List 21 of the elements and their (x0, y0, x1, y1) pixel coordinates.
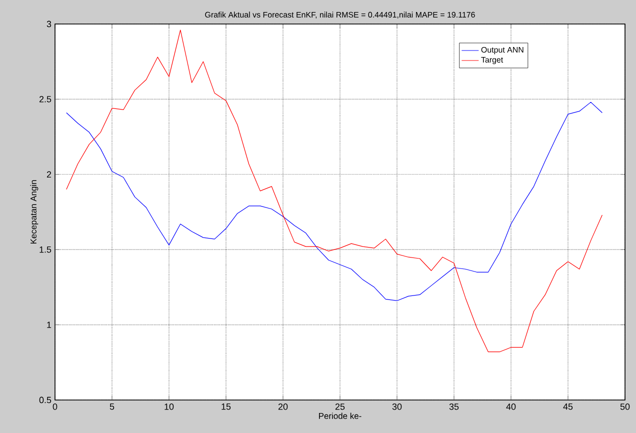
x-tick-label: 50 (620, 404, 630, 410)
x-tick-label: 5 (110, 404, 114, 410)
x-tick-label: 30 (392, 404, 402, 410)
x-tick-label: 0 (52, 404, 58, 410)
x-tick-label: 35 (449, 404, 459, 410)
x-tick-label: 10 (164, 404, 174, 410)
line-series (66, 30, 603, 352)
y-tick-label: 2.5 (39, 96, 52, 102)
x-tick-label: 20 (278, 404, 288, 410)
y-axis-title: Kecepatan Angin (30, 180, 38, 244)
y-tick-label: 1.5 (40, 246, 52, 253)
y-tick-label: 1 (47, 322, 52, 328)
x-tick-label: 25 (335, 404, 345, 410)
x-tick-label: 15 (222, 404, 231, 410)
x-tick-label: 40 (506, 404, 516, 410)
x-axis-title: Periode ke- (319, 412, 362, 419)
y-tick-label: 2 (46, 171, 52, 178)
y-tick-label: 3 (46, 20, 52, 28)
x-tick-label: 45 (563, 404, 573, 410)
y-tick-label: 0.5 (39, 396, 52, 404)
line-series (66, 102, 603, 302)
